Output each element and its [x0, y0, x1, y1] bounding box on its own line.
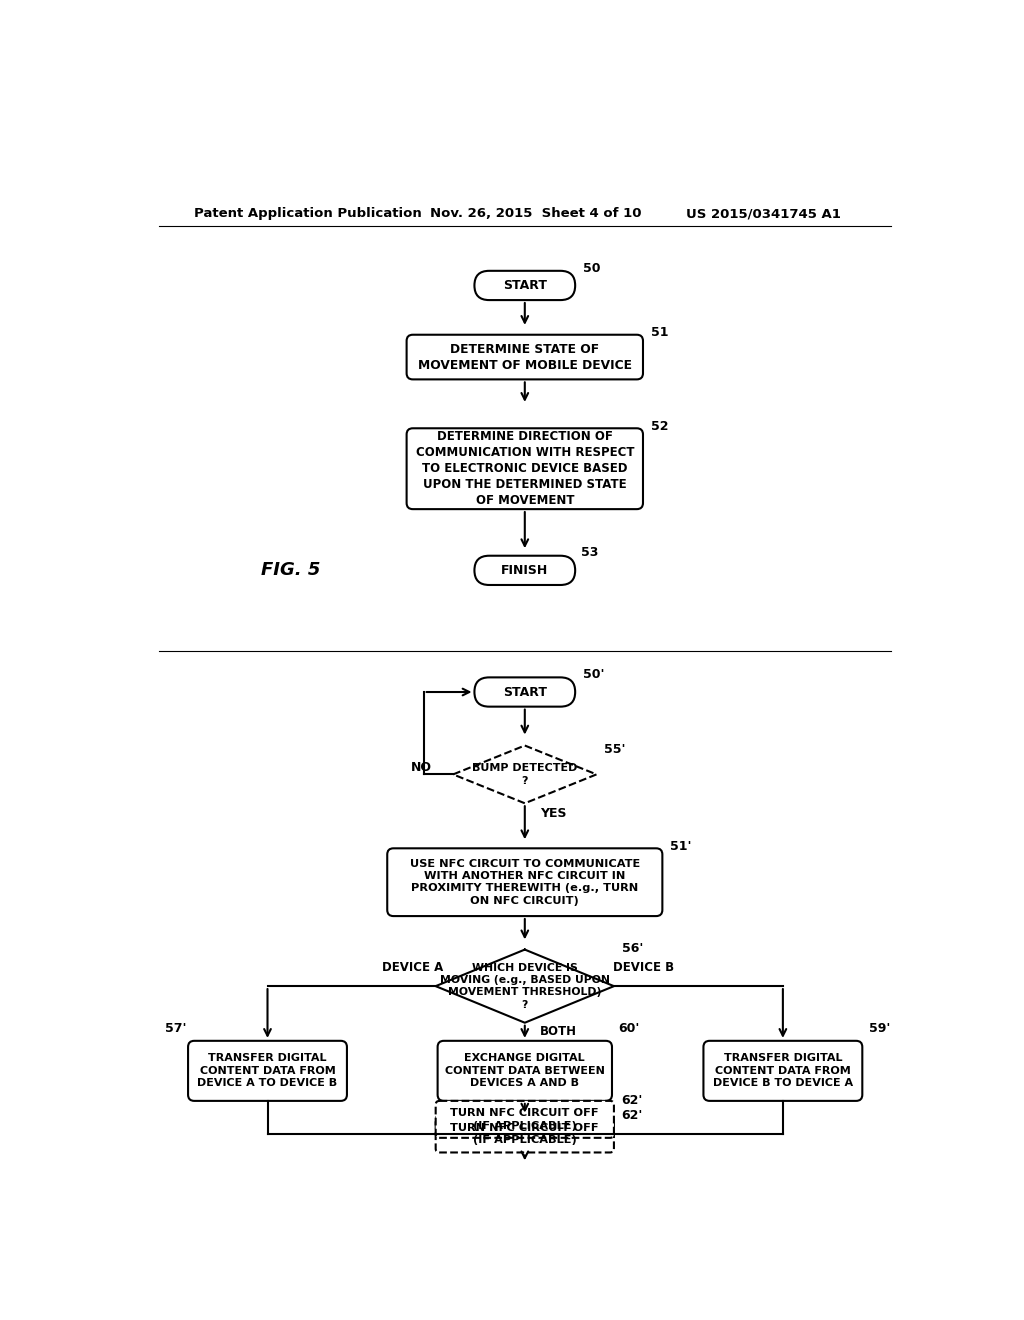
Text: NO: NO [411, 760, 431, 774]
Text: 59': 59' [868, 1023, 890, 1035]
FancyBboxPatch shape [474, 556, 575, 585]
Text: TURN NFC CIRCUIT OFF
(IF APPLICABLE): TURN NFC CIRCUIT OFF (IF APPLICABLE) [451, 1123, 599, 1146]
Text: FINISH: FINISH [501, 564, 549, 577]
Text: TRANSFER DIGITAL
CONTENT DATA FROM
DEVICE B TO DEVICE A: TRANSFER DIGITAL CONTENT DATA FROM DEVIC… [713, 1053, 853, 1088]
FancyBboxPatch shape [407, 428, 643, 510]
FancyBboxPatch shape [703, 1040, 862, 1101]
Polygon shape [453, 746, 597, 804]
Text: 62': 62' [622, 1094, 643, 1107]
FancyBboxPatch shape [474, 677, 575, 706]
Text: START: START [503, 685, 547, 698]
FancyBboxPatch shape [435, 1115, 614, 1152]
Text: US 2015/0341745 A1: US 2015/0341745 A1 [686, 207, 841, 220]
Text: DEVICE A: DEVICE A [382, 961, 443, 974]
Text: WHICH DEVICE IS
MOVING (e.g., BASED UPON
MOVEMENT THRESHOLD)
?: WHICH DEVICE IS MOVING (e.g., BASED UPON… [439, 962, 610, 1010]
Text: TURN NFC CIRCUIT OFF
(IF APPLICABLE): TURN NFC CIRCUIT OFF (IF APPLICABLE) [451, 1109, 599, 1130]
Text: 50': 50' [583, 668, 604, 681]
Text: BUMP DETECTED
?: BUMP DETECTED ? [472, 763, 578, 785]
Text: DEVICE B: DEVICE B [612, 961, 674, 974]
Text: 56': 56' [622, 941, 643, 954]
Text: USE NFC CIRCUIT TO COMMUNICATE
WITH ANOTHER NFC CIRCUIT IN
PROXIMITY THEREWITH (: USE NFC CIRCUIT TO COMMUNICATE WITH ANOT… [410, 858, 640, 906]
Text: Patent Application Publication: Patent Application Publication [194, 207, 422, 220]
Text: START: START [503, 279, 547, 292]
Text: 53: 53 [582, 546, 599, 560]
Text: EXCHANGE DIGITAL
CONTENT DATA BETWEEN
DEVICES A AND B: EXCHANGE DIGITAL CONTENT DATA BETWEEN DE… [444, 1053, 605, 1088]
Text: DETERMINE DIRECTION OF
COMMUNICATION WITH RESPECT
TO ELECTRONIC DEVICE BASED
UPO: DETERMINE DIRECTION OF COMMUNICATION WIT… [416, 430, 634, 507]
FancyBboxPatch shape [407, 335, 643, 379]
Text: Nov. 26, 2015  Sheet 4 of 10: Nov. 26, 2015 Sheet 4 of 10 [430, 207, 642, 220]
Text: 62': 62' [622, 1109, 643, 1122]
Text: TRANSFER DIGITAL
CONTENT DATA FROM
DEVICE A TO DEVICE B: TRANSFER DIGITAL CONTENT DATA FROM DEVIC… [198, 1053, 338, 1088]
FancyBboxPatch shape [474, 271, 575, 300]
Polygon shape [435, 949, 614, 1023]
Text: FIG. 5: FIG. 5 [261, 561, 321, 579]
Text: YES: YES [541, 807, 567, 820]
Text: 51': 51' [670, 840, 691, 853]
Text: 52: 52 [650, 420, 669, 433]
Text: 55': 55' [604, 743, 626, 756]
FancyBboxPatch shape [435, 1101, 614, 1138]
Text: 57': 57' [165, 1023, 186, 1035]
Text: 50: 50 [583, 261, 600, 275]
Text: DETERMINE STATE OF
MOVEMENT OF MOBILE DEVICE: DETERMINE STATE OF MOVEMENT OF MOBILE DE… [418, 343, 632, 371]
Text: 60': 60' [618, 1023, 640, 1035]
Text: 51: 51 [650, 326, 669, 338]
FancyBboxPatch shape [387, 849, 663, 916]
FancyBboxPatch shape [188, 1040, 347, 1101]
FancyBboxPatch shape [437, 1040, 612, 1101]
Text: BOTH: BOTH [541, 1026, 578, 1038]
